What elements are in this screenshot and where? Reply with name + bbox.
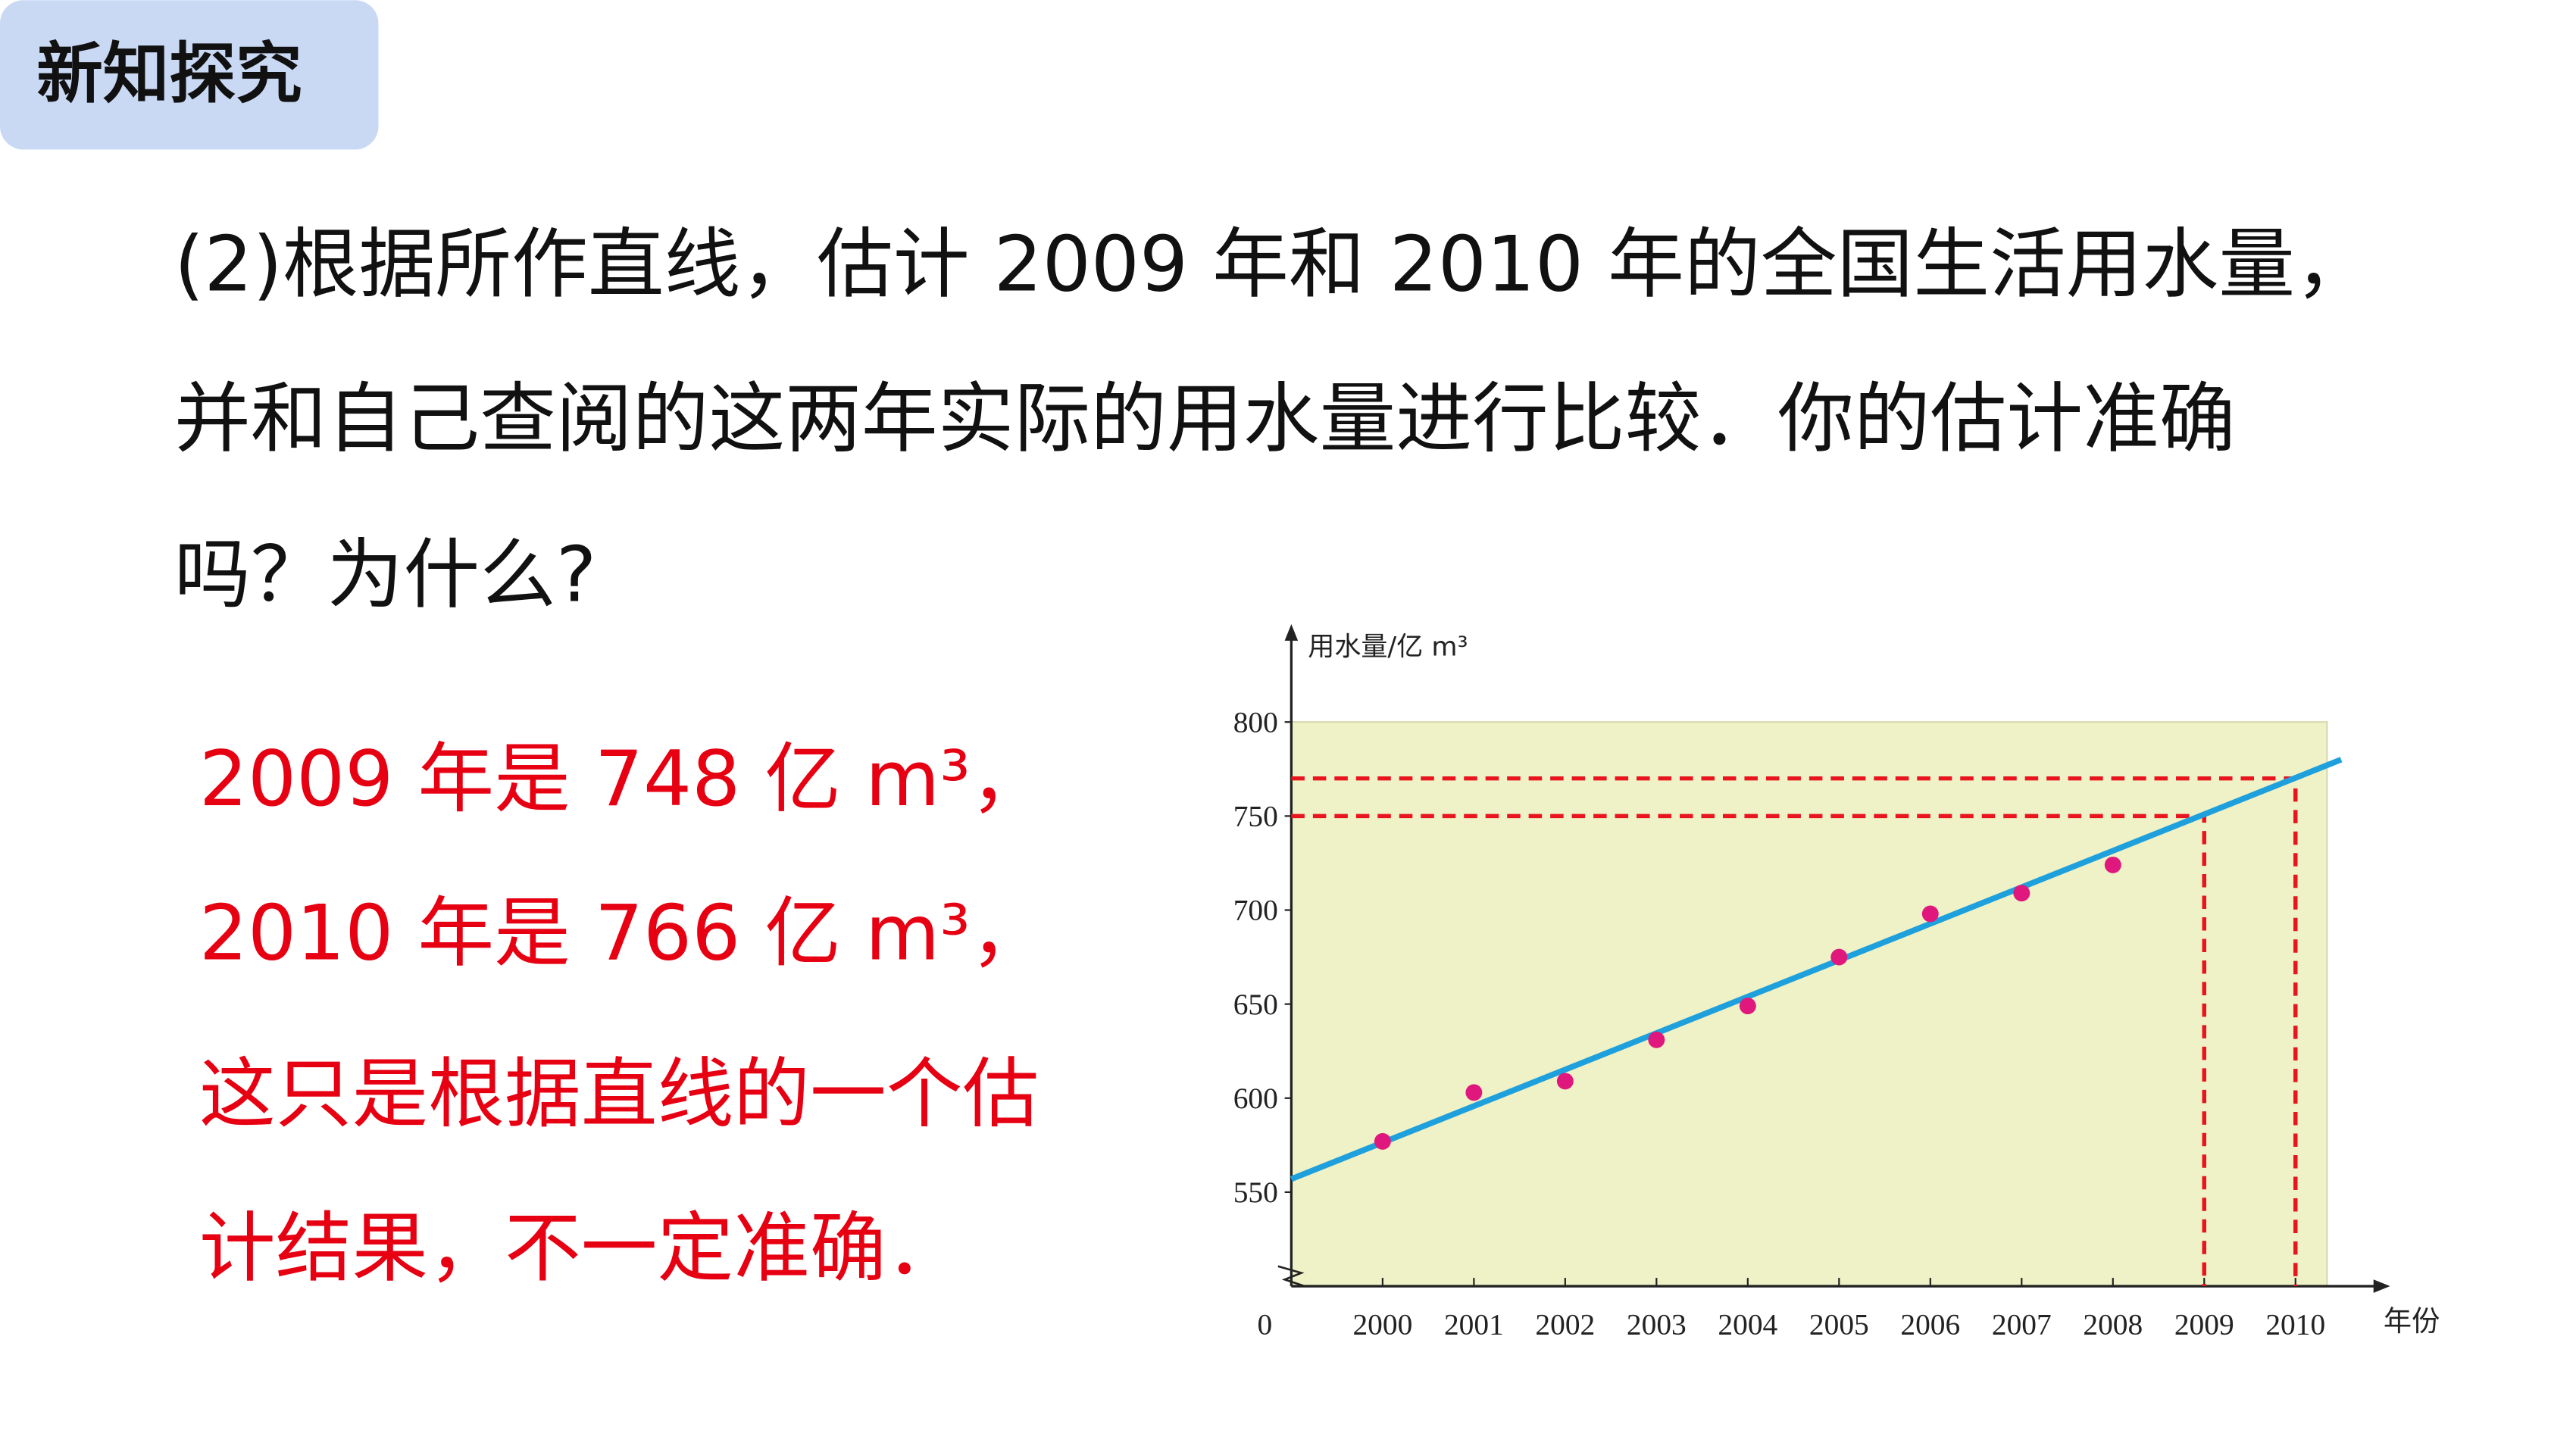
- x-axis-label: 年份: [2384, 1304, 2440, 1338]
- plot-background: [1290, 721, 2328, 1288]
- answer-line: 2009 年是 748 亿 m³，: [199, 734, 1047, 823]
- answer-line: 计结果，不一定准确．: [199, 1204, 963, 1293]
- data-point: [1830, 948, 1848, 966]
- header-box: [0, 0, 379, 150]
- axis-break: [1277, 1265, 1305, 1288]
- data-point: [1556, 1073, 1574, 1090]
- question-line: 并和自己查阅的这两年实际的用水量进行比较．你的估计准确: [174, 373, 2236, 463]
- trend-line: [1290, 757, 2343, 1182]
- y-tick-label: 600: [1233, 1082, 1278, 1115]
- x-tick-label: 2006: [1900, 1308, 1960, 1341]
- x-tick-label: 2004: [1718, 1308, 1777, 1341]
- x-tick-label: 2003: [1627, 1308, 1687, 1341]
- origin-label: 0: [1257, 1308, 1272, 1341]
- x-tick-label: 2005: [1809, 1308, 1869, 1341]
- y-axis-arrow: [1284, 623, 1299, 641]
- x-axis-arrow: [2373, 1279, 2390, 1293]
- x-tick-label: 2007: [1992, 1308, 2052, 1341]
- data-point: [1648, 1031, 1665, 1048]
- x-tick-label: 2010: [2265, 1308, 2325, 1341]
- y-tick-label: 550: [1233, 1176, 1278, 1209]
- question-line: 吗？为什么?: [174, 529, 596, 619]
- data-point: [2013, 885, 2030, 902]
- chart: 用水量/亿 m³ 年份 0 550 600 650 700 750 800 2000 2001 200…: [1233, 623, 2440, 1341]
- y-tick-label: 700: [1233, 894, 1278, 927]
- x-tick-label: 2002: [1535, 1308, 1595, 1341]
- data-point: [1465, 1084, 1483, 1101]
- header-title: 新知探究: [36, 35, 302, 112]
- y-tick-label: 800: [1233, 705, 1278, 739]
- data-point: [1374, 1132, 1391, 1150]
- answer-line: 这只是根据直线的一个估: [199, 1049, 1039, 1138]
- data-point: [1739, 998, 1756, 1015]
- data-point: [2104, 856, 2121, 873]
- data-point: [1921, 905, 1939, 923]
- question-line: (2)根据所作直线，估计 2009 年和 2010 年的全国生活用水量，: [174, 220, 2371, 309]
- x-tick-label: 2008: [2083, 1308, 2143, 1341]
- y-axis-label: 用水量/亿 m³: [1308, 632, 1468, 663]
- x-tick-label: 2009: [2174, 1308, 2234, 1341]
- y-tick-label: 650: [1233, 988, 1278, 1021]
- x-tick-label: 2000: [1352, 1308, 1412, 1341]
- answer-line: 2010 年是 766 亿 m³，: [199, 888, 1047, 977]
- x-tick-label: 2001: [1444, 1308, 1504, 1341]
- y-tick-label: 750: [1233, 799, 1278, 832]
